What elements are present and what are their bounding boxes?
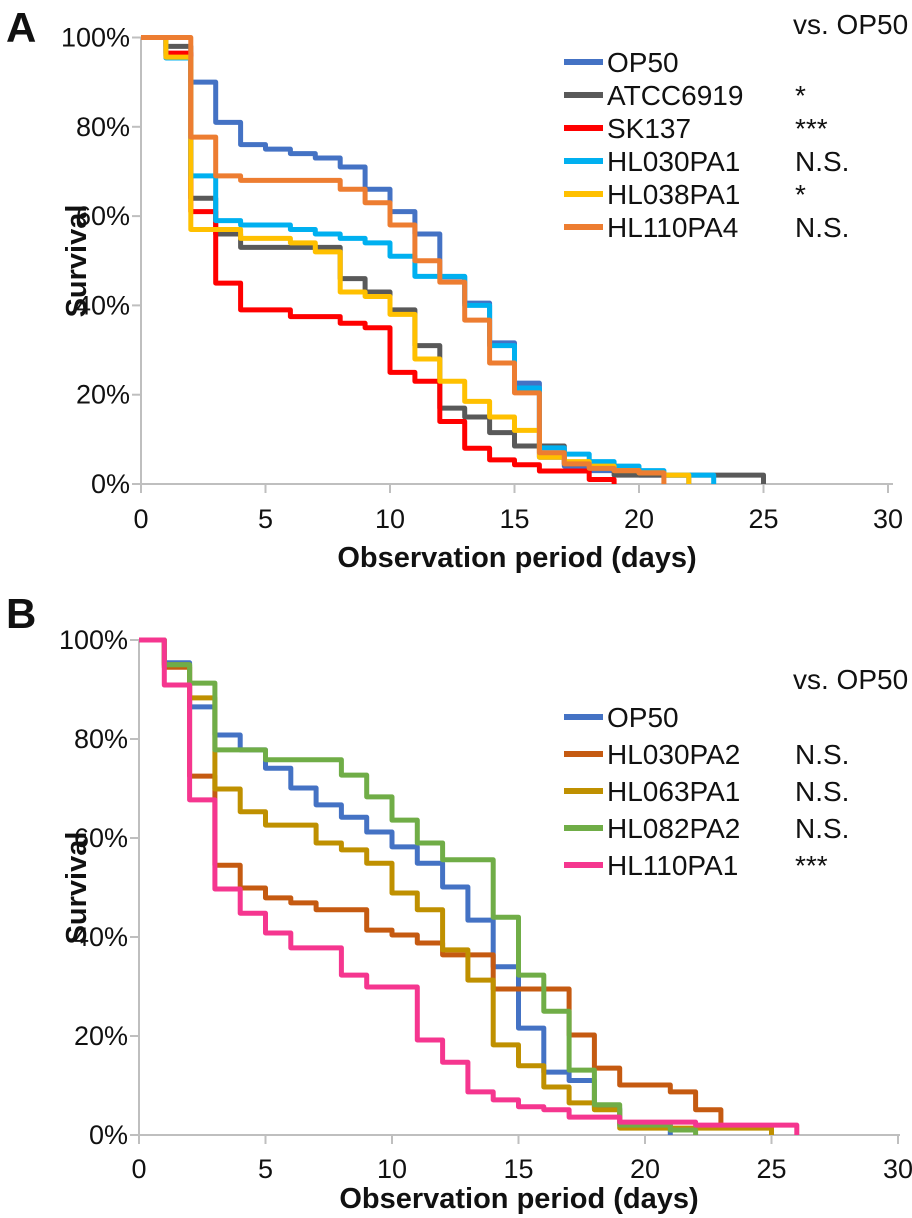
panel-a-y-tick-label: 100%: [61, 23, 130, 53]
panel-a-y-tick-label: 0%: [91, 469, 130, 499]
panel-a-letter: A: [6, 4, 36, 51]
panel-a-series-line-sk137: [141, 35, 617, 484]
panel-b-series-line-hl082pa2: [139, 637, 699, 1135]
panel-a-legend-label-atcc6919: ATCC6919: [607, 80, 743, 111]
panel-b-significance-hl082pa2: N.S.: [795, 813, 849, 844]
panel-b-x-tick-label: 25: [756, 1154, 786, 1184]
panel-b-y-tick-label: 40%: [74, 922, 128, 952]
panel-a-series-line-hl030pa1: [141, 35, 717, 484]
panel-a-x-tick-label: 10: [375, 504, 405, 534]
panel-b-y-tick-label: 80%: [74, 724, 128, 754]
panel-b-y-tick-label: 100%: [59, 625, 128, 655]
panel-a-x-tick-label: 20: [624, 504, 654, 534]
panel-a-significance-atcc6919: *: [795, 80, 806, 111]
panel-a-legend-label-hl030pa1: HL030PA1: [607, 146, 740, 177]
panel-b-legend-label-hl063pa1: HL063PA1: [607, 776, 740, 807]
panel-b-x-tick-label: 20: [630, 1154, 660, 1184]
panel-b-legend-label-hl030pa2: HL030PA2: [607, 739, 740, 770]
panel-b-series-line-hl030pa2: [139, 637, 774, 1135]
panel-b-x-tick-label: 0: [131, 1154, 146, 1184]
panel-a-x-axis-title: Observation period (days): [337, 542, 696, 574]
panel-b-significance-hl030pa2: N.S.: [795, 739, 849, 770]
panel-a-legend-label-hl038pa1: HL038PA1: [607, 179, 740, 210]
panel-a-y-tick-label: 60%: [76, 201, 130, 231]
panel-b-x-tick-label: 30: [883, 1154, 912, 1184]
panel-a-y-tick-label: 40%: [76, 290, 130, 320]
panel-a-y-axis-title: Survival: [61, 205, 93, 318]
panel-b-series-line-hl063pa1: [139, 637, 774, 1135]
panel-b-y-tick-label: 0%: [89, 1120, 128, 1150]
panel-a-significance-hl110pa4: N.S.: [795, 212, 849, 243]
panel-a-legend-label-sk137: SK137: [607, 113, 691, 144]
panel-b-legend-label-hl110pa1: HL110PA1: [607, 850, 738, 881]
panel-b-y-tick-label: 60%: [74, 823, 128, 853]
panel-b-x-axis-title: Observation period (days): [339, 1183, 698, 1215]
panel-a-significance-hl030pa1: N.S.: [795, 146, 849, 177]
panel-a-x-tick-label: 5: [258, 504, 273, 534]
panel-b-series-line-hl110pa1: [139, 637, 800, 1135]
panel-b-x-tick-label: 10: [377, 1154, 407, 1184]
panel-a-x-tick-label: 25: [748, 504, 778, 534]
panel-b-letter: B: [6, 590, 36, 637]
panel-b-x-tick-label: 5: [258, 1154, 273, 1184]
panel-a-x-tick-label: 0: [133, 504, 148, 534]
panel-b-significance-hl063pa1: N.S.: [795, 776, 849, 807]
panel-a-series-line-hl110pa4: [141, 35, 667, 484]
panel-b-y-tick-label: 20%: [74, 1021, 128, 1051]
panel-a-legend-header: vs. OP50: [793, 9, 908, 40]
panel-a-y-tick-label: 20%: [76, 380, 130, 410]
panel-b-legend-label-op50: OP50: [607, 702, 679, 733]
panel-a-y-tick-label: 80%: [76, 112, 130, 142]
panel-a-legend-label-op50: OP50: [607, 47, 679, 78]
panel-b-series-line-op50: [139, 637, 673, 1135]
panel-a-significance-hl038pa1: *: [795, 179, 806, 210]
panel-a-x-tick-label: 30: [873, 504, 903, 534]
panel-a-significance-sk137: ***: [795, 113, 828, 144]
panel-a-x-tick-label: 15: [499, 504, 529, 534]
panel-a-legend-label-hl110pa4: HL110PA4: [607, 212, 738, 243]
panel-b-y-axis-title: Survival: [61, 832, 93, 945]
panel-b-x-tick-label: 15: [503, 1154, 533, 1184]
panel-b-legend-label-hl082pa2: HL082PA2: [607, 813, 740, 844]
panel-b-legend-header: vs. OP50: [793, 664, 908, 695]
panel-b-significance-hl110pa1: ***: [795, 850, 828, 881]
